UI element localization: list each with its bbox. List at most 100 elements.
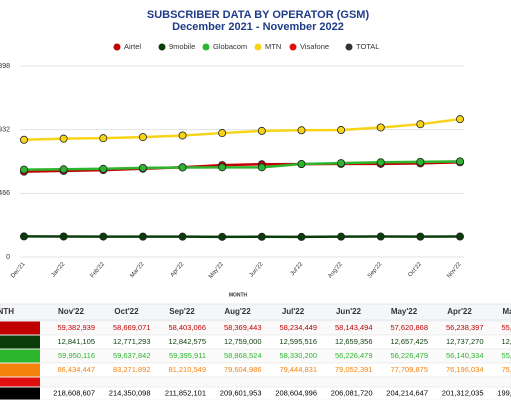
- table-cell: 75,177,563: [501, 365, 511, 374]
- data-point: [59, 165, 68, 174]
- table-cell: 206,081,720: [331, 388, 373, 397]
- y-tick-label: 39,919,466: [0, 190, 10, 197]
- x-tick-label: Nov'22: [446, 261, 463, 280]
- legend-label: 9mobile: [169, 42, 195, 51]
- table-header: Oct'22: [114, 307, 139, 316]
- row-bg: [0, 386, 511, 400]
- chart-subtitle: December 2021 - November 2022: [172, 21, 344, 33]
- data-point: [257, 232, 266, 241]
- table-header: May'22: [391, 307, 418, 316]
- data-point: [99, 164, 108, 173]
- data-point: [257, 126, 266, 135]
- x-tick-label: Dec'21: [10, 261, 27, 280]
- data-point: [138, 163, 147, 172]
- table-cell: 58,868,524: [224, 351, 262, 360]
- table-cell: 12,659,356: [335, 337, 373, 346]
- table-header: Sep'22: [169, 307, 195, 316]
- x-tick-label: Aug'22: [327, 261, 344, 280]
- x-tick-label: Jun'22: [249, 261, 265, 279]
- table-header: Nov'22: [58, 307, 84, 316]
- table-header-bg: [0, 303, 511, 321]
- table-cell: 56,140,334: [446, 351, 484, 360]
- table-cell: 218,608,607: [53, 388, 95, 397]
- table-cell: 55,370,983: [501, 323, 511, 332]
- row-color-cell: [0, 321, 40, 335]
- table-cell: 12,657,425: [390, 337, 428, 346]
- table-cell: 81,210,549: [168, 365, 206, 374]
- x-tick-label: Mar'22: [129, 261, 146, 279]
- data-point: [376, 158, 385, 167]
- row-color-cell: [0, 335, 40, 349]
- table-header: Jun'22: [336, 307, 362, 316]
- table-cell: 76,196,034: [446, 365, 484, 374]
- data-point: [376, 123, 385, 132]
- legend-marker: [289, 43, 297, 51]
- data-point: [416, 232, 425, 241]
- table-cell: 58,234,449: [279, 323, 317, 332]
- data-point: [59, 134, 68, 143]
- legend-marker: [158, 43, 166, 51]
- data-point: [178, 163, 187, 172]
- x-tick-label: Oct'22: [407, 261, 423, 279]
- table-cell: 86,434,447: [57, 365, 95, 374]
- chart-title: SUBSCRIBER DATA BY OPERATOR (GSM): [147, 9, 370, 21]
- table-cell: 12,842,575: [168, 337, 206, 346]
- legend-label: Airtel: [124, 42, 141, 51]
- table-cell: 12,595,516: [279, 337, 317, 346]
- data-point: [138, 133, 147, 142]
- table-cell: 79,444,831: [279, 365, 317, 374]
- data-point: [455, 157, 464, 166]
- x-tick-label: Jan'22: [51, 261, 67, 279]
- table-header: Jul'22: [282, 307, 305, 316]
- data-point: [297, 159, 306, 168]
- table-cell: 58,330,200: [279, 351, 317, 360]
- table-cell: 58,403,066: [168, 323, 206, 332]
- table-cell: 59,950,116: [58, 351, 95, 360]
- table-cell: 56,226,479: [390, 351, 428, 360]
- table-cell: 204,214,647: [386, 388, 428, 397]
- data-point: [218, 129, 227, 138]
- series-line: [23, 161, 461, 173]
- legend-label: MTN: [265, 42, 281, 51]
- data-point: [19, 232, 28, 241]
- data-point: [337, 232, 346, 241]
- data-point: [218, 163, 227, 172]
- row-color-cell: [0, 377, 40, 387]
- table-cell: 12,759,000: [224, 337, 262, 346]
- table-cell: 59,395,911: [169, 351, 206, 360]
- row-color-cell: [0, 387, 40, 400]
- row-bg: [0, 376, 511, 388]
- legend-label: Visafone: [300, 42, 329, 51]
- table-cell: 59,382,939: [57, 323, 95, 332]
- table-cell: 79,052,391: [335, 365, 373, 374]
- legend-label: Globacom: [213, 42, 247, 51]
- table-header: Apr'22: [447, 307, 472, 316]
- data-point: [416, 157, 425, 166]
- x-axis-title: MONTH: [229, 292, 248, 298]
- table-cell: 55,881,893: [501, 351, 511, 360]
- table-cell: 209,601,953: [220, 388, 262, 397]
- data-point: [99, 134, 108, 143]
- legend-label: TOTAL: [356, 42, 379, 51]
- data-point: [59, 232, 68, 241]
- data-point: [376, 232, 385, 241]
- table-cell: 214,350,098: [109, 388, 151, 397]
- data-point: [19, 165, 28, 174]
- table-cell: 83,271,892: [113, 365, 151, 374]
- data-point: [337, 159, 346, 168]
- table-cell: 79,604,986: [224, 365, 262, 374]
- table-cell: 56,226,479: [335, 351, 373, 360]
- table-cell: 77,709,875: [390, 365, 428, 374]
- legend-marker: [202, 43, 210, 51]
- data-point: [297, 126, 306, 135]
- table-header: Aug'22: [224, 307, 251, 316]
- table-cell: 57,620,868: [390, 323, 428, 332]
- y-tick-label: 119,758,398: [0, 63, 10, 70]
- x-tick-label: Feb'22: [90, 261, 107, 279]
- table-header: Mar'22: [502, 307, 511, 316]
- data-point: [99, 232, 108, 241]
- data-point: [455, 115, 464, 124]
- table-cell: 211,852,101: [165, 388, 206, 397]
- table-cell: 201,312,035: [442, 388, 484, 397]
